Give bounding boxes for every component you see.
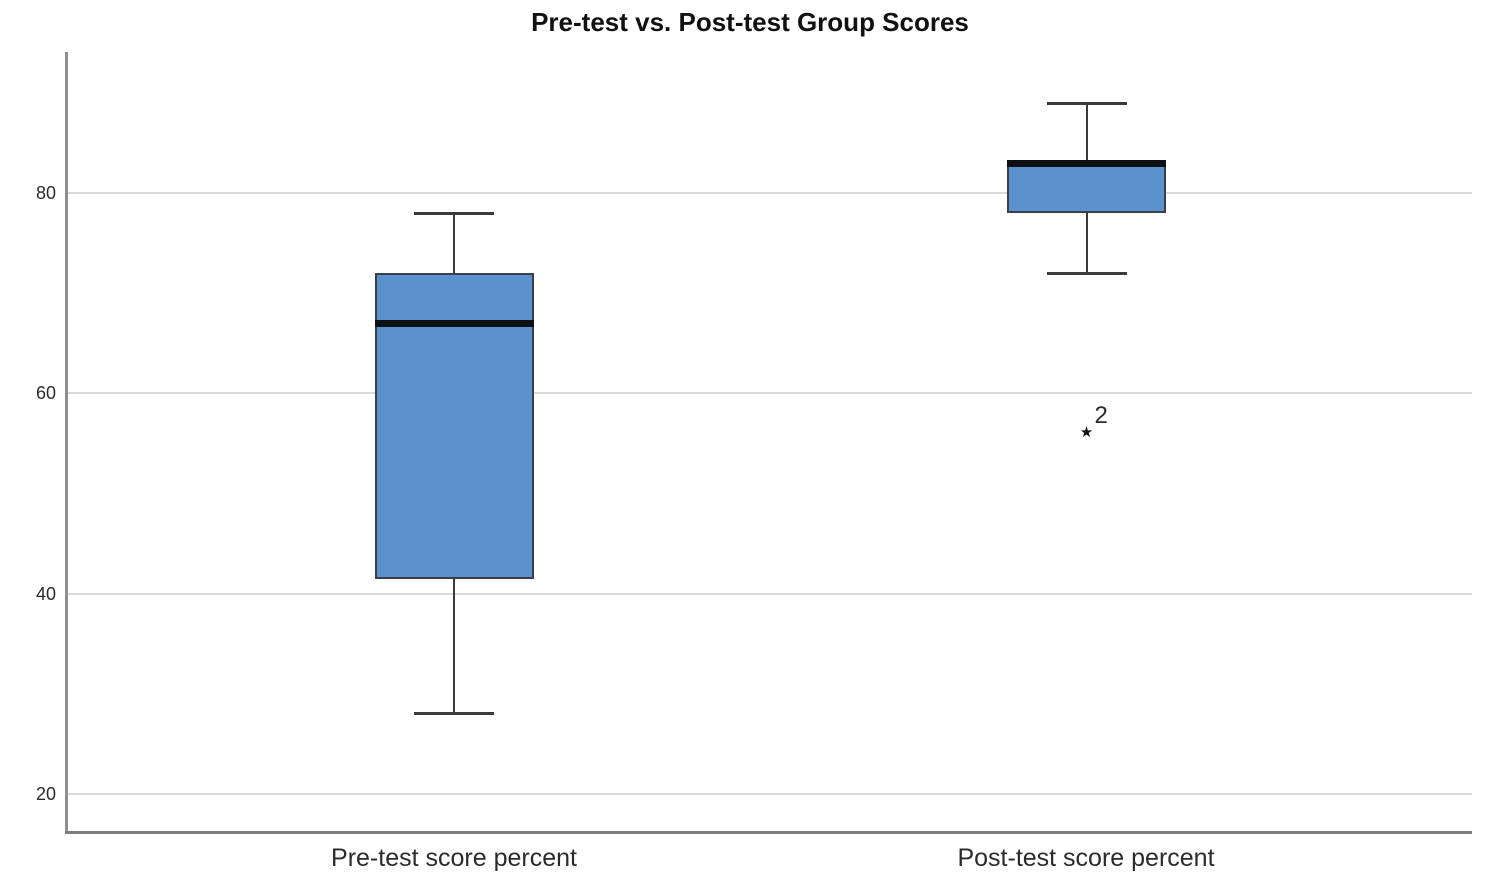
y-axis-line xyxy=(65,52,68,832)
x-category-label-posttest: Post-test score percent xyxy=(957,844,1215,872)
median-line xyxy=(374,319,534,327)
whisker-cap-lower xyxy=(1046,271,1127,275)
y-tick-label: 20 xyxy=(35,783,56,804)
y-tick-label: 80 xyxy=(35,183,56,204)
outlier-label: 2 xyxy=(1094,402,1108,430)
whisker-cap-upper xyxy=(414,211,494,215)
whisker-line-lower xyxy=(1085,213,1088,274)
x-category-label-pretest: Pre-test score percent xyxy=(331,844,577,872)
whisker-cap-upper xyxy=(1046,101,1127,105)
gridline xyxy=(66,792,1472,795)
whisker-line-lower xyxy=(453,578,455,714)
chart-title: Pre-test vs. Post-test Group Scores xyxy=(531,7,969,37)
x-axis-line xyxy=(65,831,1472,834)
gridline xyxy=(66,592,1472,595)
whisker-cap-lower xyxy=(414,712,494,716)
y-tick-label: 40 xyxy=(35,583,56,604)
outlier-star-icon: ★ xyxy=(1079,424,1094,442)
gridline xyxy=(66,392,1472,395)
boxplot-box xyxy=(1007,163,1166,214)
median-line xyxy=(1007,159,1166,167)
y-tick-label: 60 xyxy=(35,383,56,404)
whisker-line-upper xyxy=(453,213,455,274)
gridline xyxy=(66,192,1472,195)
whisker-line-upper xyxy=(1085,103,1088,164)
